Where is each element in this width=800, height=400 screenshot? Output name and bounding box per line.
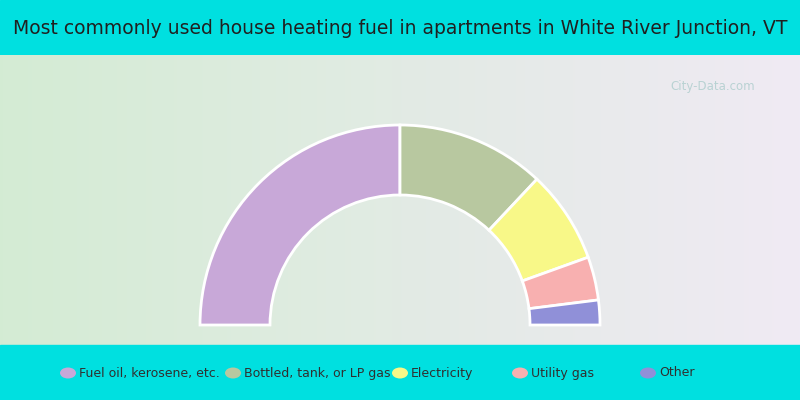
Ellipse shape: [640, 368, 656, 378]
Wedge shape: [529, 300, 600, 325]
Wedge shape: [522, 257, 598, 309]
Wedge shape: [200, 125, 400, 325]
Ellipse shape: [60, 368, 76, 378]
Wedge shape: [489, 179, 588, 281]
Text: Utility gas: Utility gas: [531, 366, 594, 380]
Text: Other: Other: [659, 366, 694, 380]
Text: Electricity: Electricity: [411, 366, 474, 380]
Text: Bottled, tank, or LP gas: Bottled, tank, or LP gas: [244, 366, 390, 380]
Bar: [0, 0, 800, 55]
Wedge shape: [400, 125, 537, 230]
Ellipse shape: [512, 368, 528, 378]
Ellipse shape: [225, 368, 241, 378]
Text: Fuel oil, kerosene, etc.: Fuel oil, kerosene, etc.: [79, 366, 220, 380]
Bar: [0, 345, 800, 400]
Text: City-Data.com: City-Data.com: [670, 80, 755, 93]
Text: Most commonly used house heating fuel in apartments in White River Junction, VT: Most commonly used house heating fuel in…: [13, 18, 787, 38]
Ellipse shape: [392, 368, 408, 378]
